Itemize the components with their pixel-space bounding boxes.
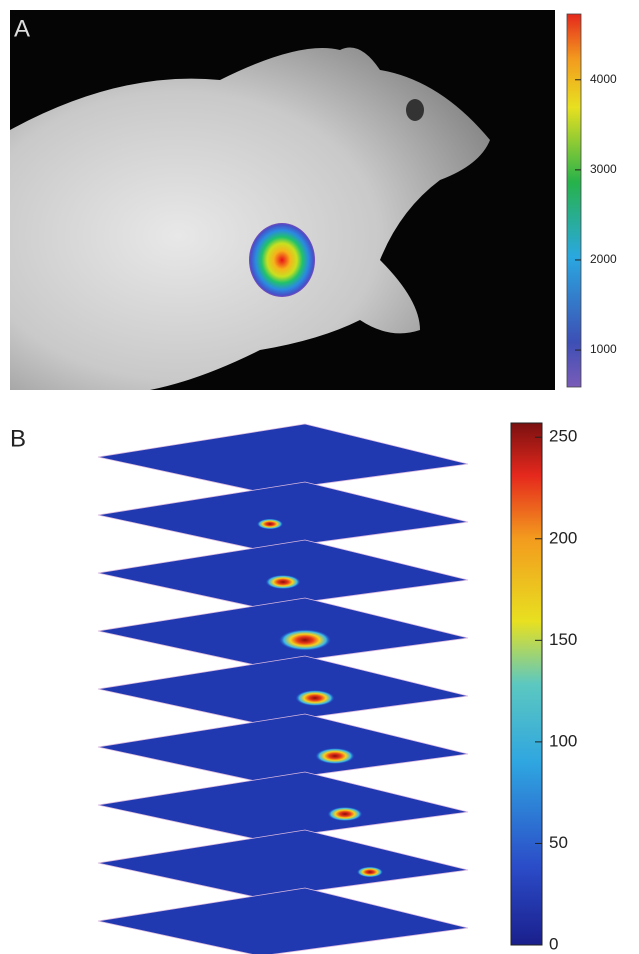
tick-label: 2000 — [590, 252, 617, 266]
slice-hotspot — [295, 689, 335, 707]
signal-spot — [249, 223, 315, 297]
tick-label: 3000 — [590, 162, 617, 176]
rat-eye — [406, 99, 424, 121]
tick-label: 250 — [549, 427, 577, 446]
slice — [97, 481, 469, 551]
slice — [97, 423, 469, 493]
slice — [97, 771, 469, 841]
colorbar — [510, 422, 543, 946]
slice-stack — [97, 423, 469, 954]
panel-label: B — [10, 425, 26, 452]
slice-hotspot — [327, 806, 363, 822]
slice — [97, 655, 469, 725]
tick-label: 0 — [549, 934, 558, 953]
slice-hotspot — [278, 629, 332, 651]
rat — [10, 47, 490, 390]
colorbar — [566, 13, 582, 388]
slice-hotspot — [356, 866, 384, 878]
slice-hotspot — [256, 518, 284, 530]
panel-label: A — [14, 15, 30, 42]
tick-label: 150 — [549, 630, 577, 649]
tick-label: 50 — [549, 833, 568, 852]
tick-label: 100 — [549, 731, 577, 750]
tick-label: 1000 — [590, 342, 617, 356]
tick-label: 200 — [549, 528, 577, 547]
slice — [97, 713, 469, 783]
slice — [97, 829, 469, 899]
slice-hotspot — [315, 747, 355, 765]
tick-label: 4000 — [590, 72, 617, 86]
slice — [97, 539, 469, 609]
slice — [97, 887, 469, 954]
slice-hotspot — [265, 574, 301, 590]
slice — [97, 597, 469, 667]
